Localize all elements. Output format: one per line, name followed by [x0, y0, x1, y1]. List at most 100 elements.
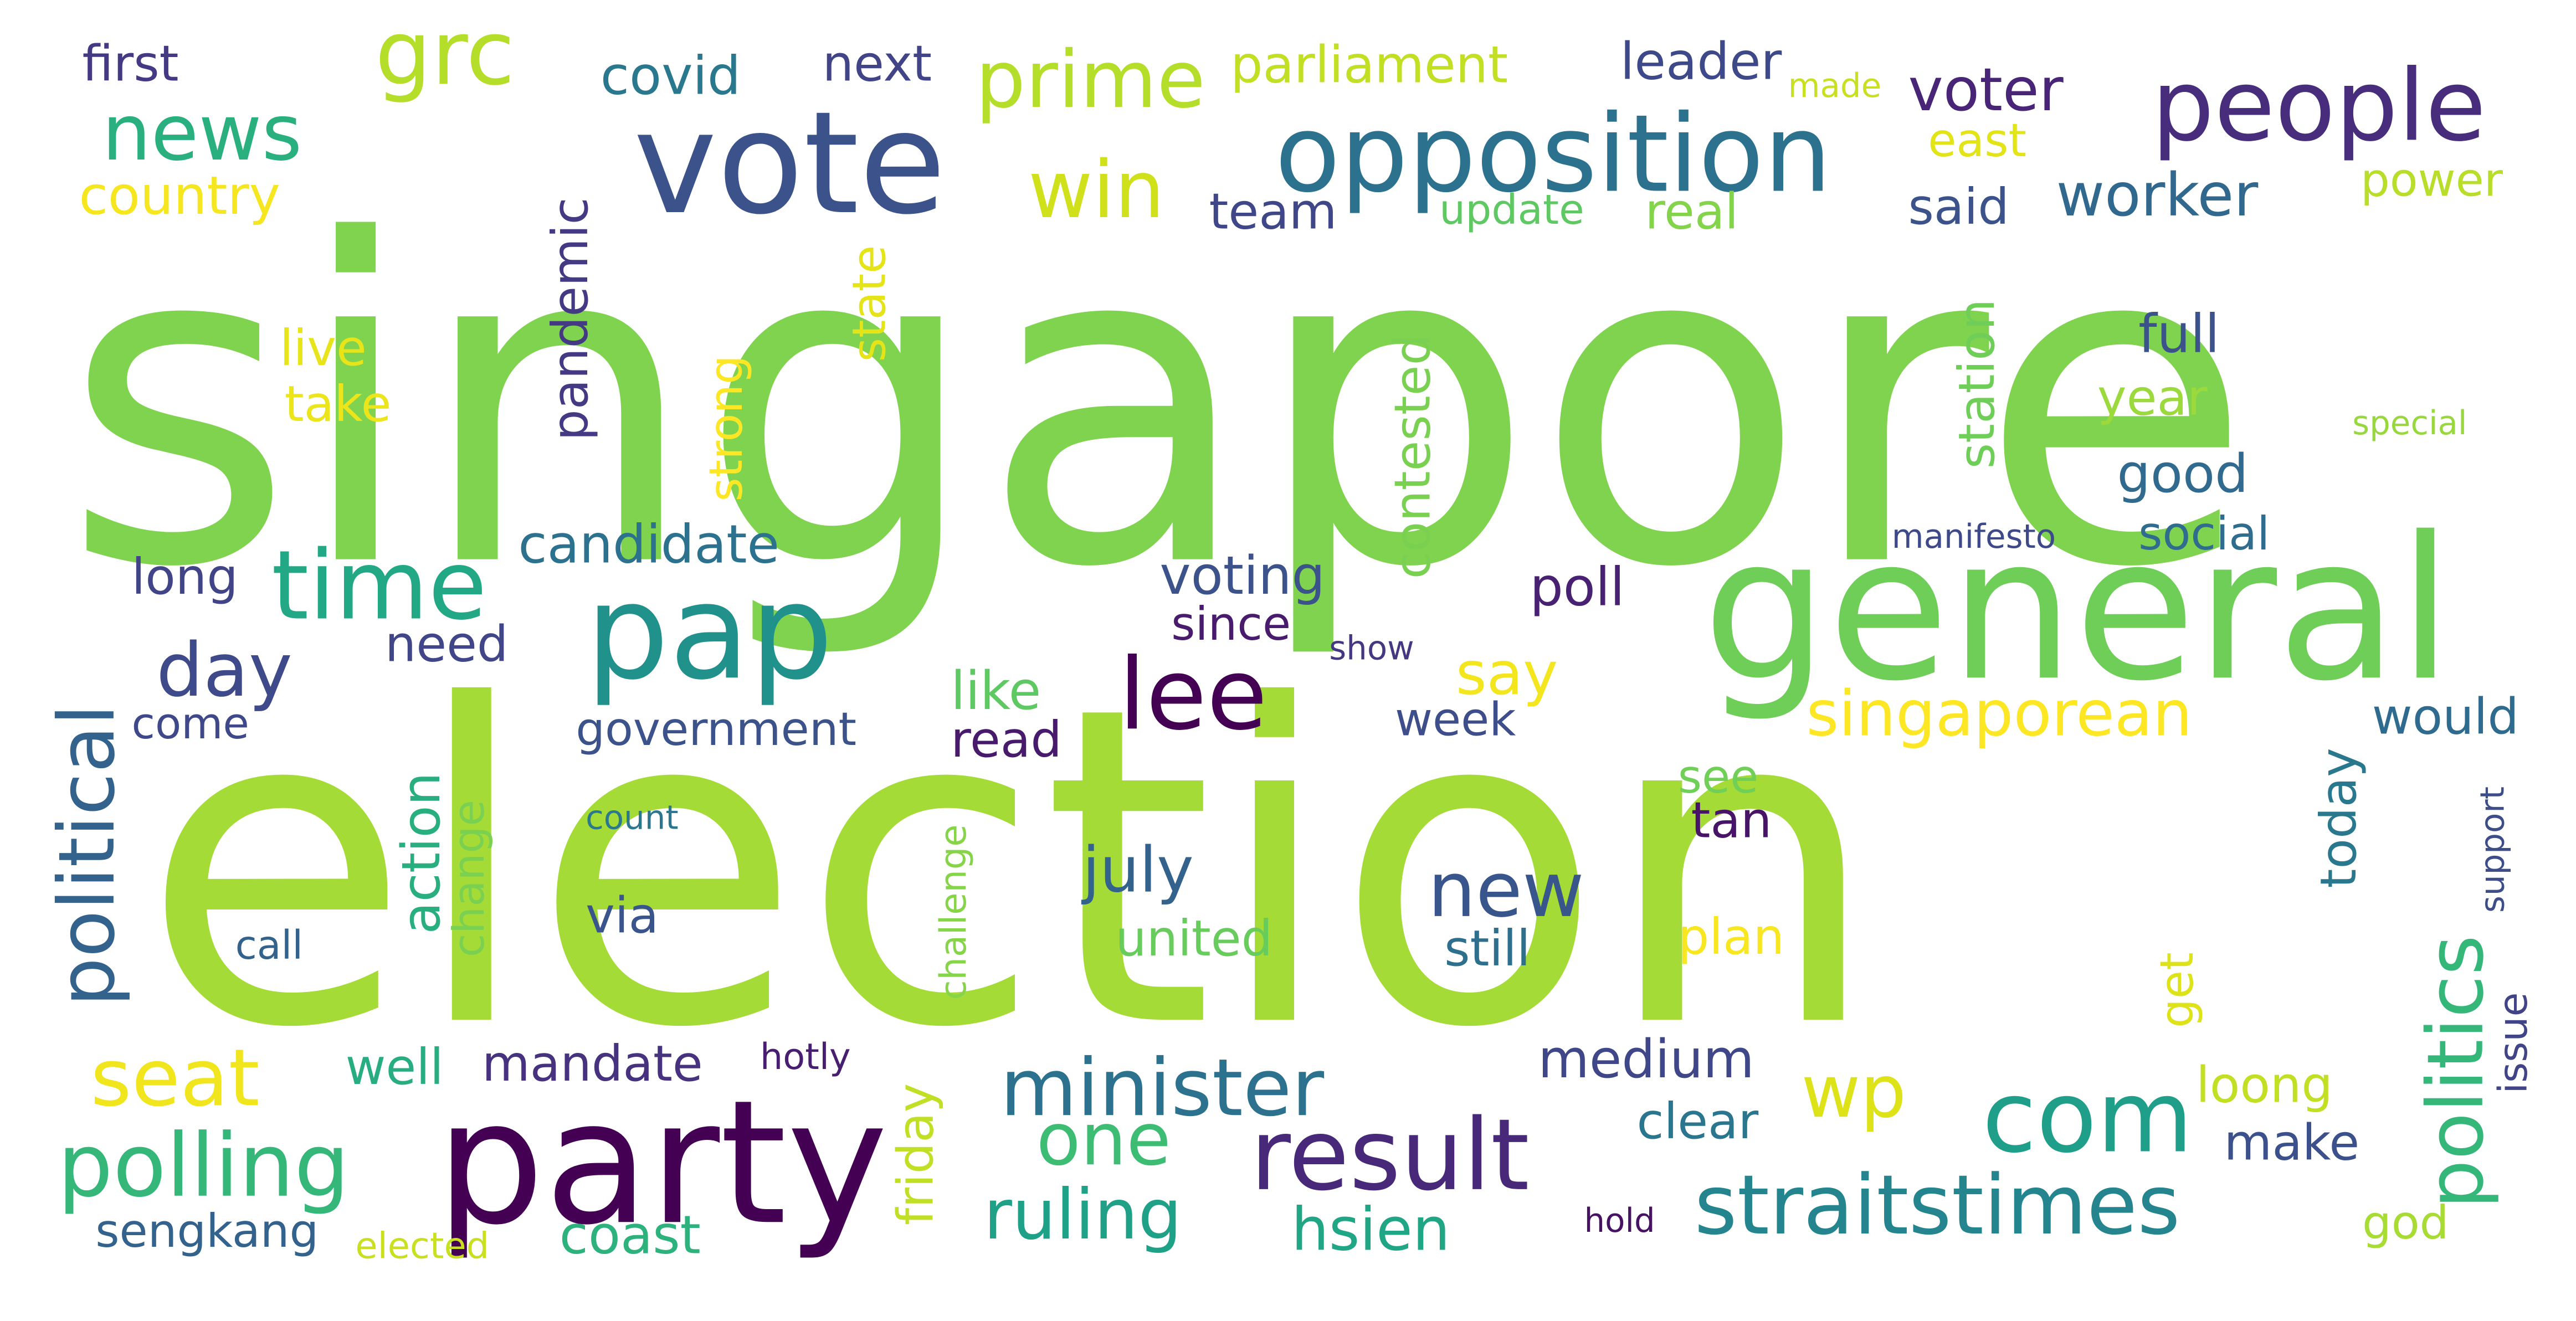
word: long — [131, 549, 238, 607]
word: one — [1036, 1098, 1171, 1183]
word: pandemic — [542, 197, 601, 441]
word: win — [1028, 145, 1165, 237]
word: year — [2097, 370, 2208, 428]
word: well — [345, 1039, 444, 1097]
word: voting — [1159, 544, 1325, 607]
word: power — [2361, 153, 2503, 208]
word: general — [1702, 496, 2453, 726]
word: plan — [1677, 909, 1785, 967]
word: prime — [975, 34, 1206, 127]
word: said — [1908, 179, 2009, 237]
word: make — [2224, 1115, 2360, 1173]
word: grc — [375, 1, 515, 106]
word: result — [1250, 1098, 1530, 1214]
word: action — [389, 772, 453, 934]
word: state — [842, 245, 897, 362]
word: country — [79, 164, 280, 227]
word: elected — [355, 1227, 490, 1268]
word: next — [822, 36, 932, 94]
word: week — [1395, 692, 1516, 747]
word: election — [141, 613, 1880, 1124]
word: voter — [1908, 57, 2064, 125]
word: hotly — [760, 1037, 851, 1079]
word: team — [1209, 184, 1337, 242]
word: issue — [2490, 992, 2537, 1094]
word: manifesto — [1891, 516, 2056, 556]
word: pap — [586, 556, 834, 709]
word: strong — [699, 355, 753, 502]
word: parliament — [1230, 36, 1508, 96]
word: day — [156, 626, 293, 714]
word: read — [951, 712, 1062, 770]
word: tan — [1691, 793, 1772, 851]
word: ruling — [983, 1174, 1182, 1255]
word: singaporean — [1806, 677, 2193, 751]
word: opposition — [1275, 94, 1832, 217]
word: government — [576, 702, 857, 757]
word: sengkang — [95, 1204, 319, 1258]
word: political — [43, 704, 134, 1007]
word: special — [2352, 403, 2467, 443]
word: challenge — [934, 824, 976, 1000]
word: like — [951, 659, 1041, 722]
word: coast — [559, 1204, 701, 1267]
word: party — [435, 1062, 888, 1263]
word: east — [1928, 113, 2027, 168]
word: come — [131, 700, 249, 751]
word: good — [2117, 442, 2249, 505]
word: leader — [1620, 33, 1782, 92]
word: social — [2138, 506, 2270, 561]
word: hold — [1584, 1200, 1655, 1240]
word: via — [586, 888, 659, 946]
word: new — [1428, 845, 1584, 934]
word: loong — [2196, 1057, 2333, 1116]
word: politics — [2411, 934, 2502, 1209]
word: covid — [600, 44, 741, 107]
word: god — [2362, 1195, 2449, 1250]
word: news — [102, 89, 302, 179]
word: station — [1949, 299, 2007, 469]
word: polling — [57, 1117, 350, 1217]
word: contested — [1385, 333, 1443, 579]
word: live — [279, 321, 367, 378]
word: wp — [1801, 1051, 1907, 1135]
word: lee — [1118, 638, 1268, 753]
word: minister — [1000, 1042, 1325, 1135]
word: call — [235, 922, 304, 969]
word: straitstimes — [1694, 1158, 2180, 1253]
word: real — [1645, 184, 1739, 242]
word: worker — [2056, 162, 2259, 230]
word: since — [1171, 597, 1291, 651]
word: com — [1982, 1061, 2193, 1176]
word: seat — [90, 1032, 260, 1125]
word: today — [2311, 748, 2369, 888]
word: need — [384, 616, 509, 675]
word: july — [1082, 834, 1194, 907]
word: friday — [888, 1083, 946, 1226]
word: united — [1115, 911, 1273, 969]
word: still — [1444, 921, 1531, 979]
word: time — [271, 530, 488, 642]
word: count — [586, 798, 679, 837]
word: vote — [633, 82, 946, 247]
word: would — [2372, 689, 2519, 747]
word: change — [445, 800, 495, 958]
word: candidate — [518, 513, 780, 576]
word: people — [2151, 49, 2486, 165]
word: singapore — [62, 146, 2253, 665]
word: mandate — [482, 1036, 703, 1094]
word: first — [82, 36, 179, 94]
word: medium — [1538, 1027, 1754, 1091]
word: say — [1455, 641, 1558, 709]
word: see — [1677, 750, 1759, 805]
word: hsien — [1291, 1197, 1450, 1265]
word: get — [2149, 952, 2204, 1028]
word: made — [1788, 65, 1882, 106]
word: support — [2472, 786, 2512, 913]
word: update — [1439, 186, 1584, 234]
word: full — [2138, 302, 2220, 366]
word: take — [284, 376, 392, 434]
word: show — [1329, 628, 1414, 668]
word: clear — [1636, 1093, 1759, 1152]
